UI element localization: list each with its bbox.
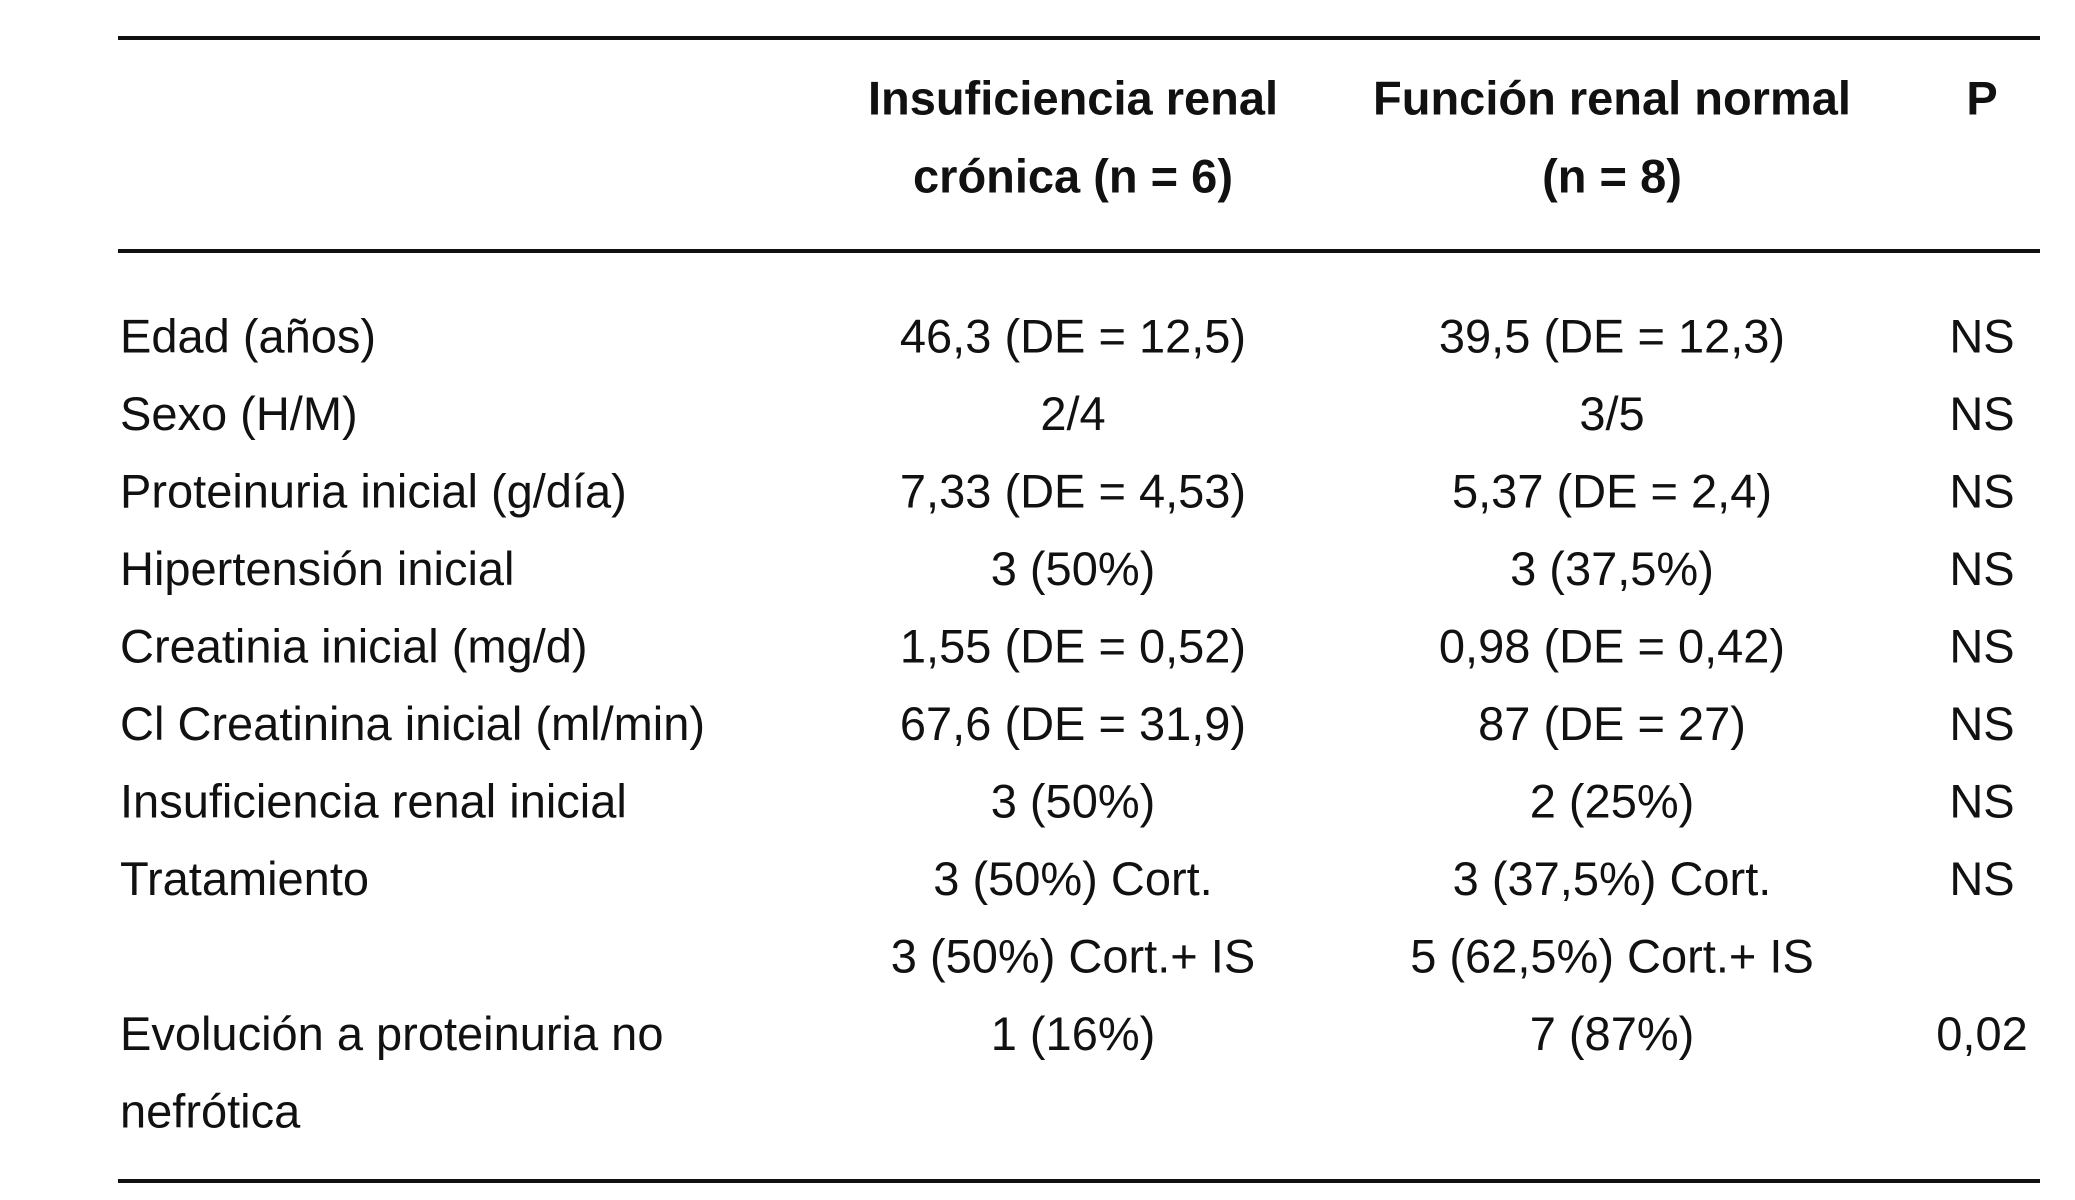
cell: 3 (50%) bbox=[991, 774, 1156, 827]
cell: NS bbox=[1949, 542, 2014, 595]
column-header: (n = 8) bbox=[1542, 149, 1682, 202]
column-header: crónica (n = 6) bbox=[913, 149, 1233, 202]
cell: NS bbox=[1949, 387, 2014, 440]
cell: 3/5 bbox=[1579, 387, 1644, 440]
cell: 1 (16%) bbox=[991, 1007, 1156, 1060]
cell: 2 (25%) bbox=[1530, 774, 1695, 827]
cell: 3 (50%) bbox=[991, 542, 1156, 595]
cell: 46,3 (DE = 12,5) bbox=[900, 309, 1246, 362]
cell: 7 (87%) bbox=[1530, 1007, 1695, 1060]
cell: 0,98 (DE = 0,42) bbox=[1439, 619, 1785, 672]
row-label: Proteinuria inicial (g/día) bbox=[120, 464, 627, 517]
row-label: Evolución a proteinuria no bbox=[120, 1007, 663, 1060]
row-label: Edad (años) bbox=[120, 309, 376, 362]
row-label: Cl Creatinina inicial (ml/min) bbox=[120, 697, 705, 750]
cell: 1,55 (DE = 0,52) bbox=[900, 619, 1246, 672]
cell: 3 (37,5%) bbox=[1510, 542, 1714, 595]
cell: NS bbox=[1949, 852, 2014, 905]
cell: 3 (50%) Cort.+ IS bbox=[891, 929, 1255, 982]
cell: 5 (62,5%) Cort.+ IS bbox=[1410, 929, 1814, 982]
column-header: P bbox=[1966, 71, 1997, 124]
cell: 0,02 bbox=[1936, 1007, 2027, 1060]
cell: 67,6 (DE = 31,9) bbox=[900, 697, 1246, 750]
row-label: Hipertensión inicial bbox=[120, 542, 514, 595]
cell: 39,5 (DE = 12,3) bbox=[1439, 309, 1785, 362]
cell: NS bbox=[1949, 464, 2014, 517]
cell: 5,37 (DE = 2,4) bbox=[1452, 464, 1772, 517]
cell: NS bbox=[1949, 774, 2014, 827]
cell: 87 (DE = 27) bbox=[1478, 697, 1746, 750]
row-label: Sexo (H/M) bbox=[120, 387, 358, 440]
cell: 3 (50%) Cort. bbox=[933, 852, 1212, 905]
cell: 3 (37,5%) Cort. bbox=[1453, 852, 1772, 905]
cell: NS bbox=[1949, 619, 2014, 672]
cell: 7,33 (DE = 4,53) bbox=[900, 464, 1246, 517]
row-label: Tratamiento bbox=[120, 852, 369, 905]
column-header: Función renal normal bbox=[1373, 71, 1851, 124]
row-label: nefrótica bbox=[120, 1084, 301, 1137]
column-header: Insuficiencia renal bbox=[868, 71, 1278, 124]
row-label: Insuficiencia renal inicial bbox=[120, 774, 627, 827]
row-label: Creatinia inicial (mg/d) bbox=[120, 619, 588, 672]
cell: NS bbox=[1949, 309, 2014, 362]
cell: NS bbox=[1949, 697, 2014, 750]
cell: 2/4 bbox=[1040, 387, 1105, 440]
